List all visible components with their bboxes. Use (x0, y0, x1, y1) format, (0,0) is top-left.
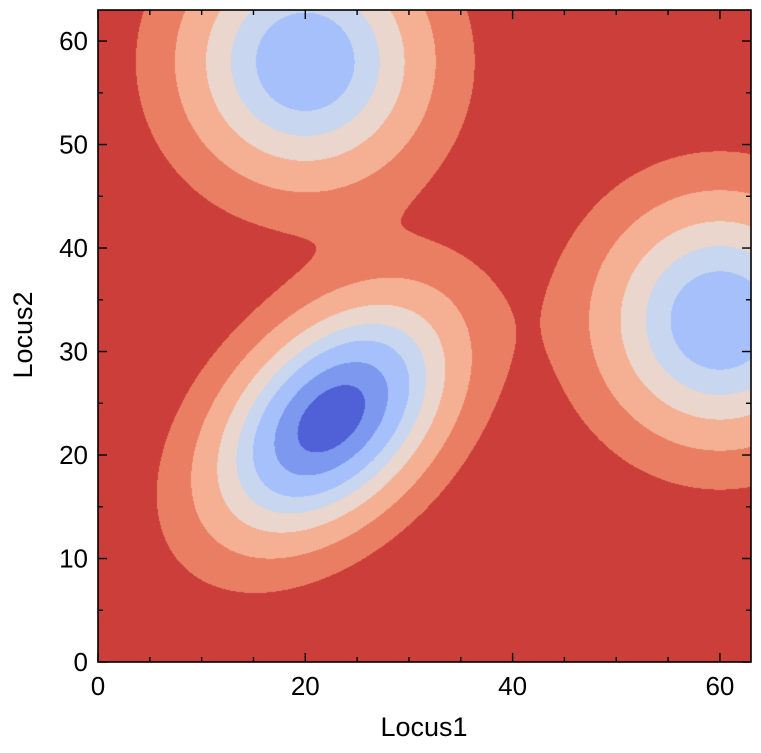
y-tick-label: 10 (59, 544, 88, 574)
y-axis-label: Locus2 (8, 291, 38, 378)
x-tick-label: 60 (705, 671, 734, 701)
y-tick-label: 20 (59, 440, 88, 470)
y-tick-label: 0 (74, 647, 88, 677)
y-tick-label: 60 (59, 26, 88, 56)
contour-fill (98, 10, 751, 662)
x-axis-label: Locus1 (380, 712, 467, 742)
x-tick-label: 40 (498, 671, 527, 701)
y-tick-label: 50 (59, 130, 88, 160)
x-tick-label: 0 (91, 671, 105, 701)
contour-canvas (98, 10, 751, 662)
y-tick-label: 40 (59, 233, 88, 263)
axis-ticks: 0 20 40 60 0 10 20 30 40 50 60 (59, 10, 751, 701)
x-tick-label: 20 (291, 671, 320, 701)
contour-plot-area (98, 10, 751, 662)
plot-frame (97, 9, 752, 663)
y-tick-label: 30 (59, 337, 88, 367)
